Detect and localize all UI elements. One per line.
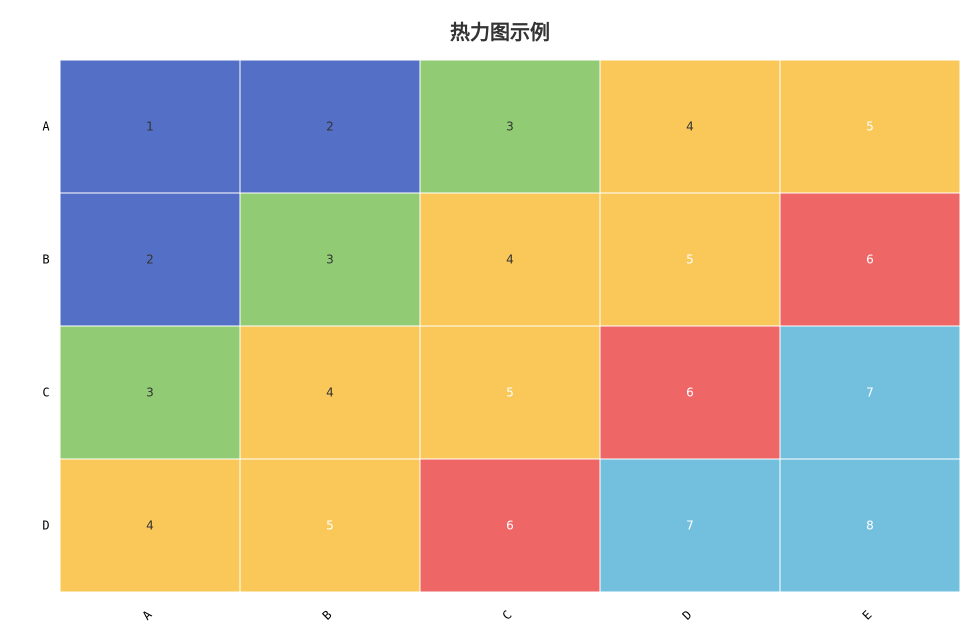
heatmap-cell-D-C[interactable]: [419, 458, 601, 593]
cell-value-label: 5: [866, 120, 874, 134]
heatmap-cells: 1 2 3 4 5 2 3 4 5 6 3 4 5 6 7 4 5 6 7 8: [59, 59, 961, 593]
heatmap-cell-C-B[interactable]: [239, 325, 421, 460]
heatmap-cell-D-B[interactable]: [239, 458, 421, 593]
cell-value-label: 3: [506, 120, 514, 134]
heatmap-cell-A-A[interactable]: [59, 59, 241, 194]
x-axis-labels: A B C D E: [140, 607, 875, 623]
cell-value-label: 7: [686, 519, 694, 533]
cell-value-label: 4: [506, 253, 514, 267]
y-tick-label: A: [42, 120, 50, 134]
cell-value-label: 5: [686, 253, 694, 267]
x-tick-label: C: [500, 608, 515, 623]
x-tick-label: B: [320, 608, 335, 623]
cell-value-label: 6: [866, 253, 874, 267]
cell-value-label: 6: [686, 386, 694, 400]
heatmap-cell-B-B[interactable]: [239, 192, 421, 327]
y-tick-label: C: [42, 386, 49, 400]
heatmap-cell-D-E[interactable]: [779, 458, 961, 593]
y-tick-label: B: [42, 253, 49, 267]
chart-title: 热力图示例: [450, 20, 550, 44]
cell-value-label: 4: [326, 386, 334, 400]
cell-value-label: 5: [506, 386, 514, 400]
cell-value-label: 3: [326, 253, 334, 267]
cell-value-label: 8: [866, 519, 874, 533]
x-tick-label: D: [680, 608, 695, 623]
heatmap-cell-B-D[interactable]: [599, 192, 781, 327]
heatmap-cell-B-E[interactable]: [779, 192, 961, 327]
heatmap-cell-D-A[interactable]: [59, 458, 241, 593]
cell-value-label: 1: [146, 120, 154, 134]
heatmap-cell-A-D[interactable]: [599, 59, 781, 194]
cell-value-label: 4: [146, 519, 154, 533]
cell-value-label: 5: [326, 519, 334, 533]
x-tick-label: A: [140, 607, 156, 623]
cell-value-label: 7: [866, 386, 874, 400]
y-axis-labels: A B C D: [42, 120, 50, 533]
cell-value-label: 3: [146, 386, 154, 400]
cell-value-label: 2: [146, 253, 154, 267]
cell-value-label: 6: [506, 519, 514, 533]
heatmap-cell-B-C[interactable]: [419, 192, 601, 327]
y-tick-label: D: [42, 519, 49, 533]
heatmap-cell-C-D[interactable]: [599, 325, 781, 460]
heatmap-cell-A-B[interactable]: [239, 59, 421, 194]
heatmap-cell-C-C[interactable]: [419, 325, 601, 460]
heatmap-cell-C-E[interactable]: [779, 325, 961, 460]
cell-value-label: 2: [326, 120, 334, 134]
x-tick-label: E: [860, 608, 875, 623]
cell-value-label: 4: [686, 120, 694, 134]
heatmap-cell-A-C[interactable]: [419, 59, 601, 194]
heatmap-cell-D-D[interactable]: [599, 458, 781, 593]
